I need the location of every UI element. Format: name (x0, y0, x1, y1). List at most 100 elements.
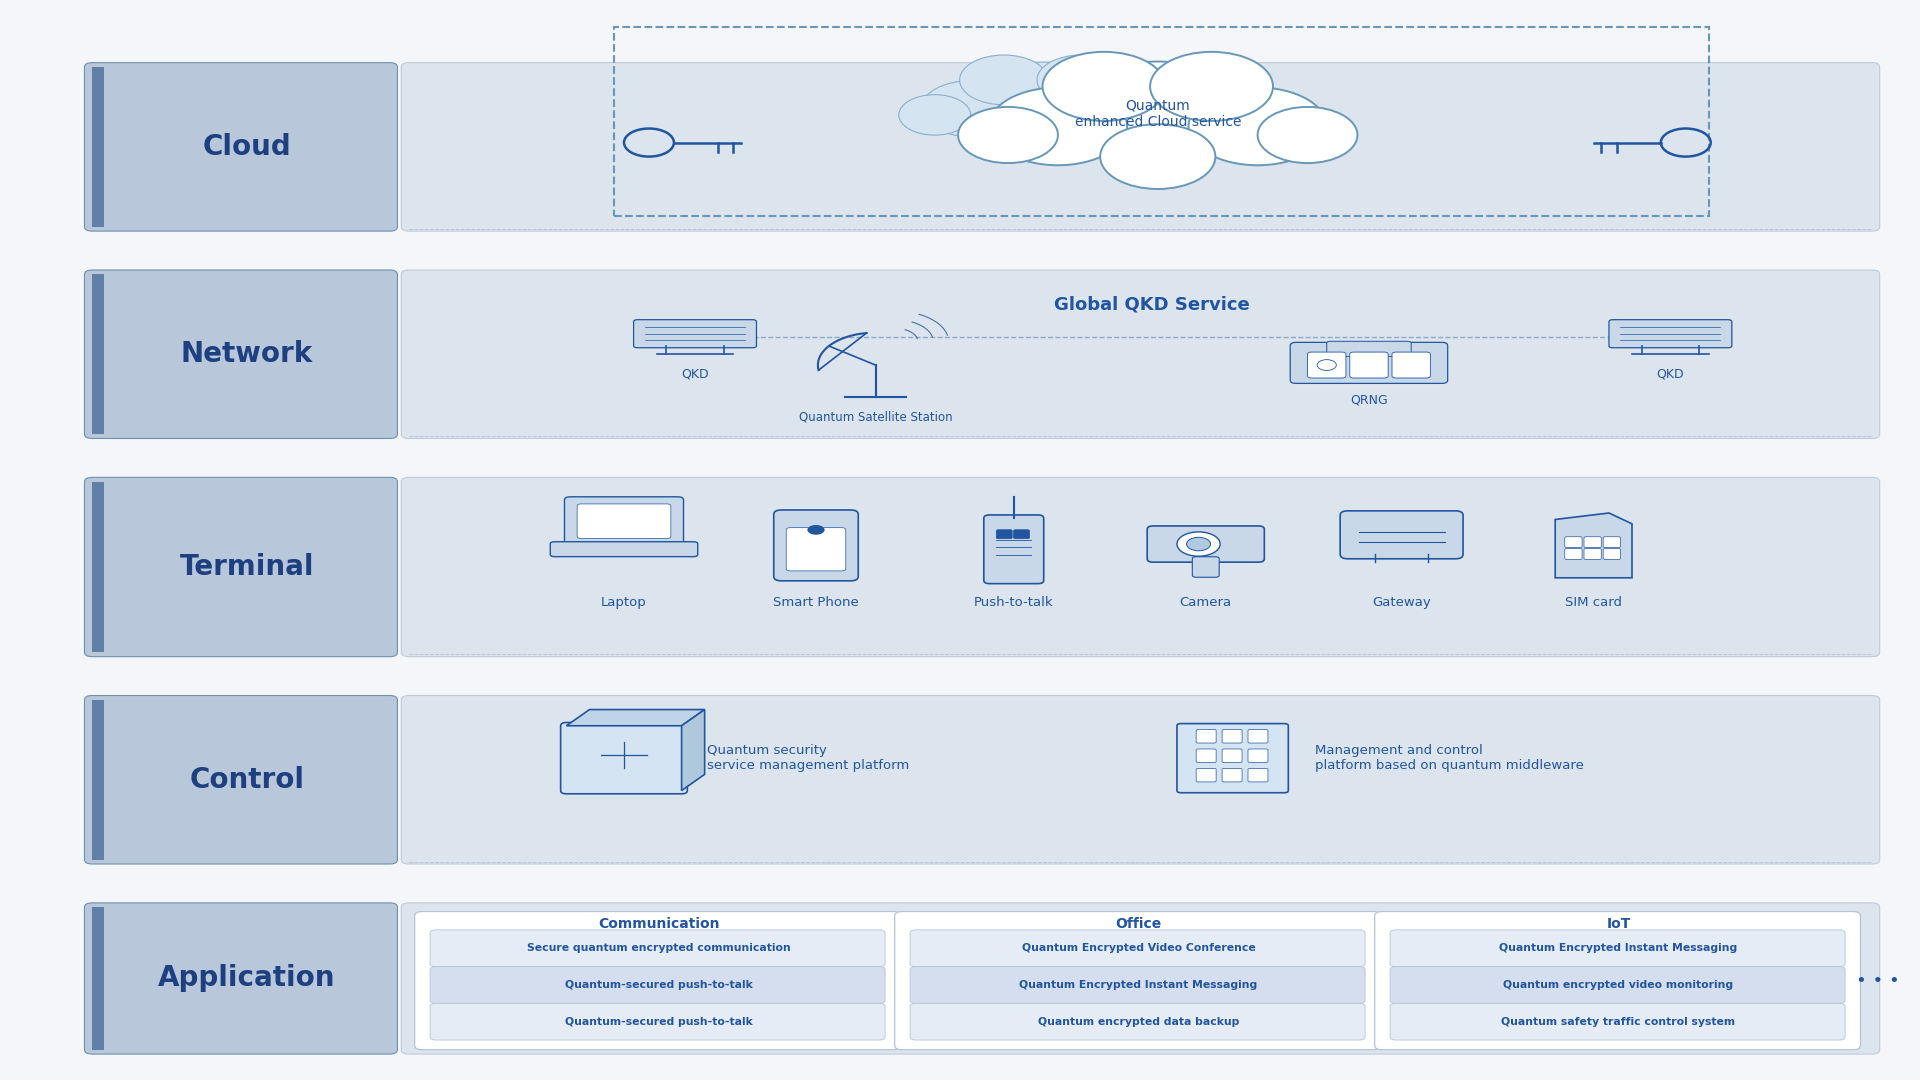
FancyBboxPatch shape (1014, 529, 1029, 539)
FancyBboxPatch shape (1221, 730, 1242, 743)
FancyBboxPatch shape (1196, 750, 1215, 762)
FancyBboxPatch shape (84, 270, 397, 438)
FancyBboxPatch shape (1148, 526, 1265, 562)
Text: QRNG: QRNG (1350, 393, 1388, 406)
FancyBboxPatch shape (1196, 730, 1215, 743)
FancyBboxPatch shape (1308, 352, 1346, 378)
FancyBboxPatch shape (787, 528, 845, 571)
Circle shape (806, 525, 826, 535)
FancyBboxPatch shape (910, 1003, 1365, 1040)
FancyBboxPatch shape (996, 529, 1012, 539)
Circle shape (1188, 87, 1327, 165)
FancyBboxPatch shape (84, 696, 397, 864)
Circle shape (1258, 107, 1357, 163)
Text: Quantum encrypted data backup: Quantum encrypted data backup (1039, 1016, 1238, 1027)
Text: Quantum encrypted video monitoring: Quantum encrypted video monitoring (1503, 980, 1734, 990)
Text: Global QKD Service: Global QKD Service (1054, 296, 1250, 313)
Polygon shape (566, 710, 705, 726)
FancyBboxPatch shape (1565, 537, 1582, 548)
Text: Application: Application (157, 964, 336, 993)
FancyBboxPatch shape (1290, 342, 1448, 383)
Bar (92, 482, 104, 652)
Text: Quantum
enhanced Cloud service: Quantum enhanced Cloud service (1075, 98, 1240, 129)
Text: SIM card: SIM card (1565, 596, 1622, 609)
Polygon shape (682, 710, 705, 791)
Text: Laptop: Laptop (601, 596, 647, 609)
FancyBboxPatch shape (1375, 912, 1860, 1050)
Text: Quantum Encrypted Video Conference: Quantum Encrypted Video Conference (1021, 943, 1256, 954)
FancyBboxPatch shape (910, 930, 1365, 967)
Circle shape (1177, 532, 1221, 556)
Text: Terminal: Terminal (179, 553, 315, 581)
FancyBboxPatch shape (1565, 549, 1582, 559)
Circle shape (1187, 538, 1210, 551)
Text: Communication: Communication (597, 918, 720, 931)
Text: Camera: Camera (1179, 596, 1233, 609)
Text: Quantum Encrypted Instant Messaging: Quantum Encrypted Instant Messaging (1500, 943, 1738, 954)
FancyBboxPatch shape (84, 903, 397, 1054)
FancyBboxPatch shape (895, 912, 1380, 1050)
FancyBboxPatch shape (1390, 1003, 1845, 1040)
FancyBboxPatch shape (1603, 537, 1620, 548)
Circle shape (1066, 62, 1250, 165)
FancyBboxPatch shape (1248, 730, 1267, 743)
Text: Control: Control (190, 766, 303, 794)
FancyBboxPatch shape (1350, 352, 1388, 378)
Text: Push-to-talk: Push-to-talk (973, 596, 1054, 609)
FancyBboxPatch shape (84, 63, 397, 231)
FancyBboxPatch shape (430, 930, 885, 967)
Bar (92, 907, 104, 1050)
Text: Office: Office (1116, 918, 1162, 931)
Bar (92, 274, 104, 434)
Text: IoT: IoT (1607, 918, 1630, 931)
FancyBboxPatch shape (551, 542, 697, 556)
FancyBboxPatch shape (1584, 537, 1601, 548)
FancyBboxPatch shape (430, 967, 885, 1003)
FancyBboxPatch shape (401, 63, 1880, 231)
Circle shape (1000, 107, 1085, 153)
FancyBboxPatch shape (1221, 750, 1242, 762)
FancyBboxPatch shape (578, 504, 670, 539)
Text: Secure quantum encrypted communication: Secure quantum encrypted communication (526, 943, 791, 954)
FancyBboxPatch shape (1390, 930, 1845, 967)
FancyBboxPatch shape (84, 477, 397, 657)
Circle shape (1043, 52, 1165, 121)
Text: QKD: QKD (682, 367, 708, 380)
Circle shape (922, 81, 1020, 137)
Text: Cloud: Cloud (202, 133, 292, 161)
Text: • • •: • • • (1857, 972, 1899, 989)
FancyBboxPatch shape (1192, 557, 1219, 577)
FancyBboxPatch shape (430, 1003, 885, 1040)
FancyBboxPatch shape (1196, 769, 1215, 782)
FancyBboxPatch shape (1603, 549, 1620, 559)
Circle shape (960, 55, 1048, 105)
Text: Network: Network (180, 340, 313, 368)
Text: Quantum-secured push-to-talk: Quantum-secured push-to-talk (564, 980, 753, 990)
FancyBboxPatch shape (634, 320, 756, 348)
Circle shape (1100, 124, 1215, 189)
Circle shape (1150, 52, 1273, 121)
FancyBboxPatch shape (401, 270, 1880, 438)
FancyBboxPatch shape (401, 696, 1880, 864)
Text: Quantum safety traffic control system: Quantum safety traffic control system (1501, 1016, 1736, 1027)
Bar (614, 27, 1709, 216)
FancyBboxPatch shape (564, 497, 684, 545)
FancyBboxPatch shape (1390, 967, 1845, 1003)
Circle shape (899, 95, 972, 135)
FancyBboxPatch shape (401, 903, 1880, 1054)
Bar (92, 700, 104, 860)
FancyBboxPatch shape (401, 477, 1880, 657)
Text: Quantum security
service management platform: Quantum security service management plat… (707, 744, 908, 772)
FancyBboxPatch shape (983, 515, 1044, 583)
Circle shape (1037, 55, 1125, 105)
Text: Gateway: Gateway (1373, 596, 1430, 609)
FancyBboxPatch shape (1392, 352, 1430, 378)
FancyBboxPatch shape (1340, 511, 1463, 558)
FancyBboxPatch shape (415, 912, 900, 1050)
Circle shape (958, 107, 1058, 163)
Text: Management and control
platform based on quantum middleware: Management and control platform based on… (1315, 744, 1584, 772)
FancyBboxPatch shape (1609, 320, 1732, 348)
FancyBboxPatch shape (1177, 724, 1288, 793)
FancyBboxPatch shape (774, 510, 858, 581)
FancyBboxPatch shape (1248, 750, 1267, 762)
